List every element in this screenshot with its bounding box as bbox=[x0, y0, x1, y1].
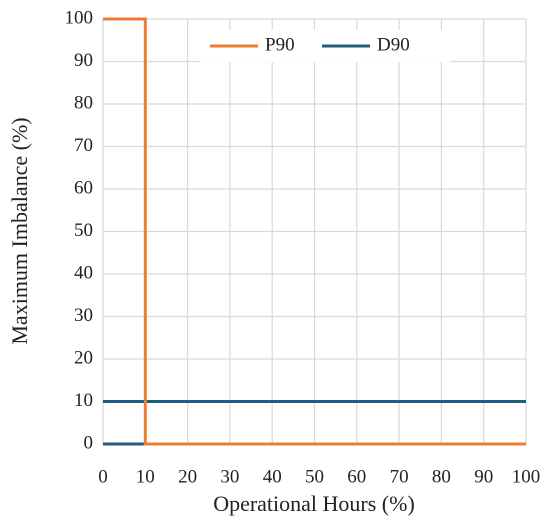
y-tick-label: 30 bbox=[74, 305, 93, 326]
x-tick-label: 70 bbox=[390, 466, 409, 487]
y-axis-title: Maximum Imbalance (%) bbox=[7, 117, 32, 344]
x-tick-label: 30 bbox=[220, 466, 239, 487]
x-axis-title: Operational Hours (%) bbox=[213, 491, 415, 516]
y-tick-label: 90 bbox=[74, 50, 93, 71]
x-tick-label: 100 bbox=[512, 466, 541, 487]
y-tick-label: 10 bbox=[74, 390, 93, 411]
x-tick-label: 10 bbox=[136, 466, 155, 487]
x-tick-label: 20 bbox=[178, 466, 197, 487]
legend-label: P90 bbox=[265, 34, 295, 55]
y-tick-label: 50 bbox=[74, 220, 93, 241]
y-tick-label: 70 bbox=[74, 135, 93, 156]
x-tick-label: 50 bbox=[305, 466, 324, 487]
y-tick-label: 60 bbox=[74, 177, 93, 198]
y-tick-label: 100 bbox=[65, 7, 94, 28]
legend-label: D90 bbox=[377, 34, 410, 55]
x-tick-label: 40 bbox=[263, 466, 282, 487]
series-line bbox=[103, 400, 526, 446]
y-tick-label: 20 bbox=[74, 347, 93, 368]
y-tick-label: 80 bbox=[74, 92, 93, 113]
x-tick-label: 0 bbox=[98, 466, 108, 487]
y-tick-label: 0 bbox=[84, 432, 94, 453]
series-line bbox=[103, 17, 526, 446]
y-tick-label: 40 bbox=[74, 262, 93, 283]
x-tick-label: 80 bbox=[432, 466, 451, 487]
x-tick-label: 90 bbox=[474, 466, 493, 487]
x-tick-label: 60 bbox=[347, 466, 366, 487]
